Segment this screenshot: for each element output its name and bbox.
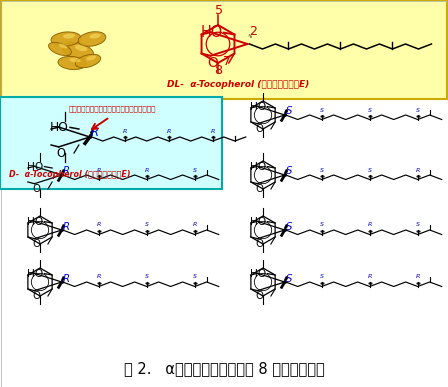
Text: R: R bbox=[367, 274, 372, 279]
Text: R: R bbox=[96, 274, 101, 279]
Text: S: S bbox=[320, 108, 324, 113]
Text: 8: 8 bbox=[214, 64, 222, 77]
Text: S: S bbox=[145, 223, 149, 228]
Text: 7: 7 bbox=[223, 55, 231, 68]
FancyBboxPatch shape bbox=[0, 97, 222, 189]
Text: R: R bbox=[123, 129, 127, 134]
Text: HO: HO bbox=[50, 121, 69, 134]
Text: O: O bbox=[255, 239, 263, 249]
Text: S: S bbox=[368, 168, 372, 173]
Text: DL-  α-Tocopherol (合成型ビタミンE): DL- α-Tocopherol (合成型ビタミンE) bbox=[167, 80, 309, 89]
Ellipse shape bbox=[75, 54, 101, 68]
Text: S: S bbox=[286, 166, 292, 176]
Ellipse shape bbox=[75, 45, 87, 51]
Ellipse shape bbox=[58, 44, 68, 48]
Text: R: R bbox=[91, 127, 99, 139]
Ellipse shape bbox=[90, 33, 100, 39]
Ellipse shape bbox=[58, 57, 86, 70]
Text: O: O bbox=[255, 124, 263, 134]
Text: HO: HO bbox=[250, 217, 267, 227]
Text: S: S bbox=[286, 221, 292, 231]
Text: R: R bbox=[63, 166, 70, 176]
Ellipse shape bbox=[51, 32, 81, 46]
Text: S: S bbox=[286, 106, 292, 116]
Text: O: O bbox=[255, 184, 263, 194]
Text: O: O bbox=[32, 184, 40, 194]
Ellipse shape bbox=[62, 42, 94, 60]
Text: S: S bbox=[320, 223, 324, 228]
Text: HO: HO bbox=[27, 269, 43, 279]
Text: R: R bbox=[211, 129, 215, 134]
Text: S: S bbox=[193, 274, 197, 279]
Ellipse shape bbox=[48, 43, 71, 56]
Ellipse shape bbox=[69, 58, 81, 62]
Text: HO: HO bbox=[250, 162, 267, 171]
Text: D-  α-Tocopherol (天然型ビタミンE): D- α-Tocopherol (天然型ビタミンE) bbox=[9, 170, 131, 179]
Text: 生理活性にはこの位置の立体化学が一番重要: 生理活性にはこの位置の立体化学が一番重要 bbox=[68, 105, 156, 111]
Text: S: S bbox=[416, 108, 420, 113]
Text: S: S bbox=[368, 108, 372, 113]
Text: R: R bbox=[415, 274, 420, 279]
Text: HO: HO bbox=[27, 162, 43, 171]
Text: S: S bbox=[320, 274, 324, 279]
Text: 図 2.   α－トコフェロールの 8 種類の異性体: 図 2. α－トコフェロールの 8 種類の異性体 bbox=[124, 361, 324, 377]
Text: R: R bbox=[167, 129, 171, 134]
Text: R: R bbox=[96, 223, 101, 228]
Text: HO: HO bbox=[27, 217, 43, 227]
Text: R: R bbox=[415, 168, 420, 173]
Text: HO: HO bbox=[201, 25, 223, 40]
Text: S: S bbox=[320, 168, 324, 173]
Text: O: O bbox=[32, 239, 40, 249]
Text: HO: HO bbox=[250, 269, 267, 279]
Text: R: R bbox=[96, 168, 101, 173]
Text: 2: 2 bbox=[249, 26, 257, 38]
Text: O: O bbox=[32, 291, 40, 301]
Text: S: S bbox=[416, 223, 420, 228]
Text: ∿: ∿ bbox=[247, 34, 252, 39]
Ellipse shape bbox=[63, 34, 75, 38]
Text: R: R bbox=[63, 221, 70, 231]
Text: S: S bbox=[286, 274, 292, 284]
Text: O: O bbox=[207, 56, 218, 70]
Text: R: R bbox=[145, 168, 149, 173]
FancyBboxPatch shape bbox=[1, 0, 447, 99]
Text: S: S bbox=[145, 274, 149, 279]
Ellipse shape bbox=[78, 32, 106, 46]
Text: R: R bbox=[63, 274, 70, 284]
Text: R: R bbox=[367, 223, 372, 228]
Text: O: O bbox=[255, 291, 263, 301]
Text: O: O bbox=[56, 147, 65, 160]
Ellipse shape bbox=[86, 56, 96, 60]
Text: 5: 5 bbox=[215, 3, 223, 17]
Text: HO: HO bbox=[250, 102, 267, 111]
Text: R: R bbox=[193, 223, 197, 228]
Text: S: S bbox=[193, 168, 197, 173]
